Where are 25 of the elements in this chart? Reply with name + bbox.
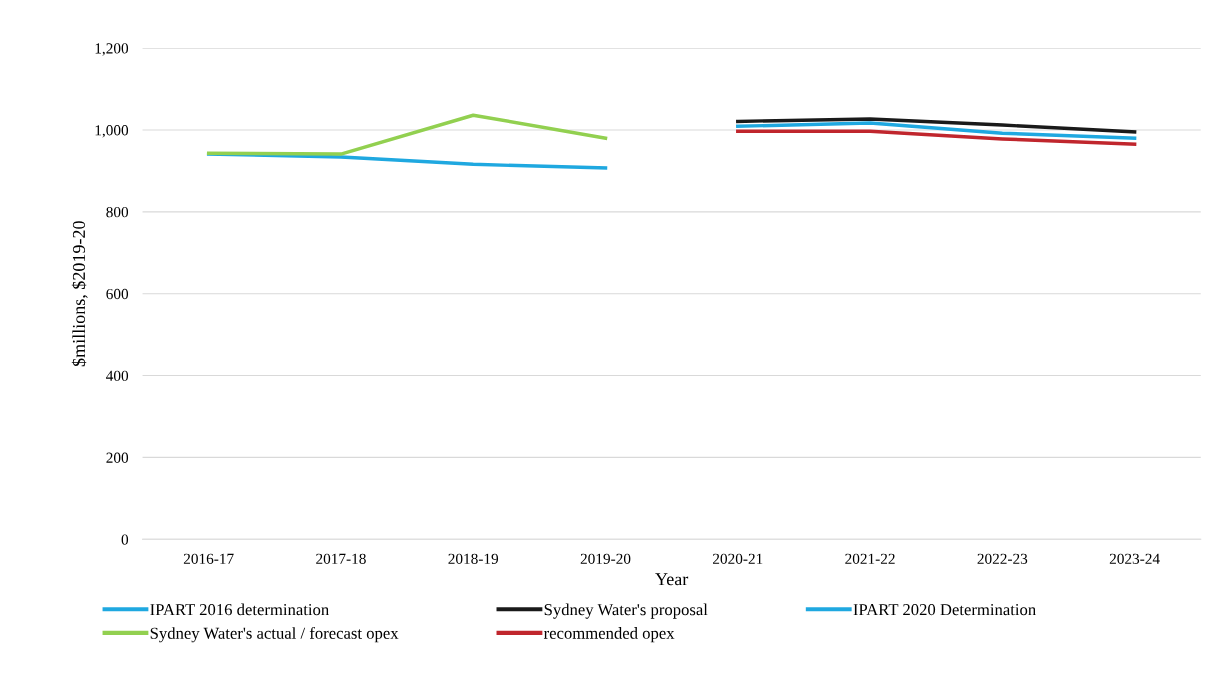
y-tick-label: 1,200: [95, 43, 129, 56]
legend-label: Sydney Water's actual / forecast opex: [150, 626, 399, 643]
x-tick-label: 2017-18: [316, 553, 366, 564]
x-tick-label: 2019-20: [580, 553, 631, 564]
legend-label: Sydney Water's proposal: [544, 603, 708, 619]
y-axis-title: $millions, $2019-20: [71, 221, 88, 367]
x-tick-label: 2023-24: [1109, 553, 1160, 564]
y-tick-label: 400: [106, 370, 129, 382]
line-series: [736, 117, 1137, 134]
x-axis-title: Year: [655, 573, 689, 586]
legend-label: IPART 2020 Determination: [853, 604, 1036, 616]
y-tick-label: 600: [106, 288, 129, 300]
legend-label: recommended opex: [543, 627, 675, 643]
y-tick-label: 1,000: [95, 125, 129, 138]
y-tick-label: 200: [106, 452, 129, 463]
x-tick-label: 2020-21: [713, 553, 763, 564]
y-tick-label: 0: [121, 534, 129, 545]
x-tick-label: 2018-19: [448, 553, 499, 564]
y-tick-label: 800: [106, 206, 129, 218]
x-tick-label: 2022-23: [977, 553, 1028, 564]
legend-label: IPART 2016 determination: [150, 603, 329, 616]
line-series: [206, 113, 608, 156]
x-tick-label: 2021-22: [845, 553, 895, 564]
line-series: [736, 121, 1137, 140]
x-tick-label: 2016-17: [183, 553, 234, 564]
